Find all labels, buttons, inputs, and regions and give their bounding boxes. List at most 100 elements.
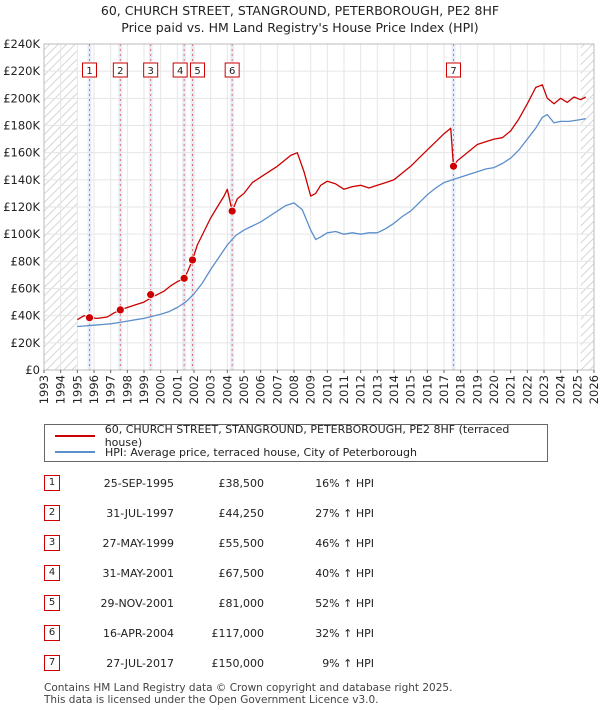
sale-point-marker: [449, 161, 458, 171]
legend-item-property: 60, CHURCH STREET, STANGROUND, PETERBORO…: [55, 423, 547, 449]
sale-marker-label-box: [224, 62, 240, 78]
sale-price: £55,500: [218, 537, 265, 550]
x-tick-label: 1996: [87, 375, 101, 404]
sale-row: 3 27-MAY-1999 £55,500 46% ↑ HPI: [44, 535, 564, 553]
y-tick-label: £40K: [11, 309, 41, 323]
x-tick-label: 2004: [220, 375, 234, 404]
sale-hpi-change: 16% ↑ HPI: [315, 477, 374, 490]
sale-marker-label: 4: [177, 66, 183, 77]
y-tick-label: £0: [25, 363, 40, 377]
sale-number-badge: 2: [44, 505, 60, 521]
sale-band: [190, 44, 195, 370]
legend-label-property: 60, CHURCH STREET, STANGROUND, PETERBORO…: [104, 423, 510, 449]
sale-marker-label-box: [172, 62, 188, 78]
sale-marker-label-box: [190, 62, 205, 78]
sale-date: 29-NOV-2001: [100, 597, 174, 610]
sale-date: 16-APR-2004: [102, 627, 174, 640]
legend-label-hpi: HPI: Average price, terraced house, City…: [105, 445, 417, 459]
x-tick-label: 2011: [337, 375, 351, 404]
sale-price: £67,500: [218, 567, 265, 580]
chart: 1 2 3 4 5 6 7 £0 £20K £40K £60K £80K £100K £120K £140K…: [3, 37, 600, 404]
sale-band: [87, 44, 92, 370]
x-tick-label: 1995: [70, 375, 84, 404]
chart-subtitle: Price paid vs. HM Land Registry's House …: [121, 20, 479, 35]
sale-row: 2 31-JUL-1997 £44,250 27% ↑ HPI: [44, 505, 564, 523]
sale-marker-label: 7: [450, 66, 456, 77]
sale-row: 6 16-APR-2004 £117,000 32% ↑ HPI: [44, 625, 564, 643]
sale-band: [148, 44, 153, 370]
y-tick-label: £220K: [3, 64, 40, 78]
sale-row: 5 29-NOV-2001 £81,000 52% ↑ HPI: [44, 595, 564, 613]
sale-number-badge: 4: [44, 565, 60, 581]
y-tick-label: £20K: [11, 336, 41, 350]
x-tick-label: 2014: [387, 375, 401, 404]
x-tick-label: 2009: [304, 375, 318, 404]
x-tick-label: 1998: [120, 375, 134, 404]
sale-point-marker: [188, 255, 197, 265]
y-tick-label: £200K: [3, 91, 40, 105]
y-tick-label: £160K: [3, 146, 40, 160]
legend-swatch-property: [55, 435, 95, 437]
x-tick-label: 1997: [104, 375, 118, 404]
y-tick-label: £80K: [11, 254, 41, 268]
x-tick-label: 2017: [437, 375, 451, 404]
sale-marker-label: 2: [117, 66, 123, 77]
sale-hpi-change: 9% ↑ HPI: [322, 657, 374, 670]
x-tick-label: 2006: [254, 375, 268, 404]
sale-number-badge: 6: [44, 625, 60, 641]
x-tick-label: 2025: [570, 375, 584, 404]
x-tick-label: 2023: [537, 375, 551, 404]
x-tick-label: 2010: [320, 375, 334, 404]
sale-row: 1 25-SEP-1995 £38,500 16% ↑ HPI: [44, 475, 564, 493]
sale-number-badge: 1: [44, 475, 60, 491]
sale-row: 7 27-JUL-2017 £150,000 9% ↑ HPI: [44, 655, 564, 673]
x-tick-label: 2003: [204, 375, 218, 404]
sale-date: 31-MAY-2001: [102, 567, 174, 580]
x-tick-label: 2020: [487, 375, 501, 404]
sale-point-marker: [115, 305, 125, 315]
legend-item-hpi: HPI: Average price, terraced house, City…: [55, 444, 417, 460]
plot-border: [43, 43, 595, 371]
sale-point-marker: [146, 290, 156, 300]
x-tick-label: 2026: [587, 375, 600, 404]
x-tick-label: 2013: [370, 375, 384, 404]
legend: 60, CHURCH STREET, STANGROUND, PETERBORO…: [44, 423, 548, 462]
sale-price: £150,000: [211, 657, 265, 670]
sale-price: £81,000: [218, 597, 265, 610]
sale-hpi-change: 27% ↑ HPI: [315, 507, 374, 520]
sale-point-marker: [85, 313, 94, 323]
sale-point-marker: [179, 273, 189, 283]
footer-copyright: Contains HM Land Registry data © Crown c…: [44, 682, 453, 694]
sale-marker-label: 5: [194, 66, 200, 77]
sale-hpi-change: 46% ↑ HPI: [315, 537, 374, 550]
x-tick-label: 2012: [354, 375, 368, 404]
legend-swatch-hpi: [55, 451, 95, 453]
x-tick-label: 2018: [454, 375, 468, 404]
sale-number-badge: 5: [44, 595, 60, 611]
y-tick-label: £140K: [3, 173, 40, 187]
x-tick-label: 2007: [270, 375, 284, 404]
sale-band: [118, 44, 123, 370]
sale-price: £44,250: [218, 507, 265, 520]
sale-hpi-change: 32% ↑ HPI: [315, 627, 374, 640]
sale-marker-label-box: [143, 62, 159, 78]
property-price-line: [76, 84, 587, 321]
x-tick-label: 1993: [37, 375, 51, 404]
x-tick-label: 2001: [170, 375, 184, 404]
x-tick-label: 2022: [520, 375, 534, 404]
x-tick-label: 2019: [470, 375, 484, 404]
y-tick-label: £120K: [3, 200, 40, 214]
sale-marker-label-box: [82, 62, 97, 78]
x-tick-label: 2016: [420, 375, 434, 404]
sale-row: 4 31-MAY-2001 £67,500 40% ↑ HPI: [44, 565, 564, 583]
sale-price: £117,000: [211, 627, 265, 640]
x-tick-label: 2024: [554, 375, 568, 404]
sale-date: 27-JUL-2017: [106, 657, 174, 670]
x-tick-label: 2015: [404, 375, 418, 404]
sale-date: 25-SEP-1995: [103, 477, 174, 490]
sale-number-badge: 7: [44, 655, 60, 671]
sale-marker-label-box: [446, 62, 461, 78]
sale-point-marker: [227, 206, 237, 216]
sale-band: [182, 44, 187, 370]
sale-marker-label: 3: [147, 66, 153, 77]
